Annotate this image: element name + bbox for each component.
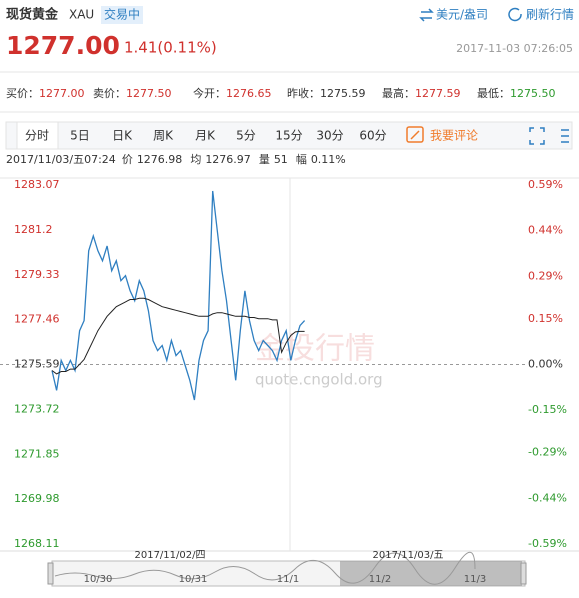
navigator-label: 11/3: [464, 574, 486, 585]
info-label: 幅: [296, 153, 307, 166]
navigator-window[interactable]: [340, 561, 522, 586]
stat-value: 1277.50: [126, 87, 172, 100]
navigator-handle[interactable]: [520, 562, 527, 585]
tabs: 分时 5日 日K 周K 月K 5分 15分 30分 60分: [25, 129, 387, 143]
y2-tick-label: 0.29%: [528, 269, 563, 282]
price-line: [51, 297, 305, 375]
info-line: 2017/11/03/五07:24 价 1276.98 均 1276.97 量 51 幅 0.1…: [6, 153, 346, 166]
navigator-handle[interactable]: [47, 562, 54, 585]
tab[interactable]: 月K: [195, 129, 216, 143]
info-label: 价: [122, 153, 133, 166]
unit-icon: [419, 8, 434, 22]
comment-button[interactable]: 我要评论: [430, 129, 478, 143]
navigator-label: 11/2: [369, 574, 391, 585]
date-label: 2017/11/03/五: [372, 550, 443, 561]
y-tick-label: 1279.33: [14, 268, 60, 281]
navigator-line: [54, 551, 476, 585]
info-value: 1276.98: [137, 153, 183, 166]
y-tick-label: 1277.46: [14, 313, 60, 326]
stat-value: 1277.00: [39, 87, 85, 100]
y-tick-label: 1273.72: [14, 402, 60, 415]
y2-tick-label: 0.15%: [528, 312, 563, 325]
y2-tick-label: -0.15%: [528, 403, 567, 416]
navigator-label: 10/31: [179, 574, 208, 585]
price-change: 1.41(0.11%): [124, 39, 217, 57]
tab[interactable]: 日K: [112, 129, 133, 143]
instrument-code: XAU: [69, 8, 94, 22]
refresh-button[interactable]: 刷新行情: [526, 7, 574, 22]
status-badge: [101, 6, 143, 24]
tab-bar: [5, 121, 573, 150]
tab[interactable]: 30分: [316, 129, 343, 143]
expand-icon[interactable]: [529, 127, 569, 145]
tab[interactable]: 5日: [70, 129, 90, 143]
tab[interactable]: 分时: [25, 129, 49, 143]
plot: 金投行情 quote.cngold.org 1283.07 1281.2 1279.33…: [0, 178, 567, 550]
status-text: 交易中: [104, 7, 140, 22]
watermark: 金投行情: [255, 332, 375, 367]
y2-tick-label: 0.59%: [528, 178, 563, 191]
info-value: 0.11%: [311, 153, 346, 166]
stat-label: 最高：: [382, 86, 415, 100]
stat-value: 1275.50: [510, 87, 556, 100]
y2-tick-label: 0.44%: [528, 224, 563, 237]
y-tick-label: 1271.85: [14, 447, 60, 460]
stats-row: 买价： 1277.00 卖价： 1277.50 今开： 1276.65 昨收： 1275.59…: [6, 86, 556, 100]
stat-label: 最低：: [477, 87, 510, 100]
stat-value: 1275.59: [320, 87, 366, 100]
watermark: quote.cngold.org: [255, 371, 383, 389]
y-tick-label: 1283.07: [14, 178, 60, 191]
y2-tick-label: 0.00%: [528, 358, 563, 371]
stat-value: 1276.65: [226, 87, 272, 100]
tab[interactable]: 5分: [236, 129, 256, 143]
y2-tick-label: -0.59%: [528, 537, 567, 550]
quote-time: 2017-11-03 07:26:05: [456, 42, 573, 55]
unit-toggle[interactable]: 美元/盎司: [436, 8, 488, 22]
y-tick-label: 1281.2: [14, 223, 53, 236]
stat-label: 今开：: [193, 86, 226, 100]
date-label: 2017/11/02/四: [134, 550, 205, 561]
price-line: [51, 190, 306, 401]
active-tab: [16, 121, 59, 150]
navigator-label: 10/30: [84, 574, 113, 585]
tab[interactable]: 60分: [359, 129, 386, 143]
y-tick-label: 1268.11: [14, 537, 60, 550]
stat-label: 昨收：: [287, 86, 320, 100]
info-label: 均: [190, 153, 201, 166]
last-price: 1277.00: [6, 31, 120, 60]
info-value: 1276.97: [205, 153, 251, 166]
refresh-icon: [508, 7, 522, 22]
y-tick-label: 1269.98: [14, 492, 60, 505]
tab[interactable]: 周K: [153, 129, 174, 143]
comment-icon: [406, 126, 424, 143]
navigator-label: 11/1: [277, 574, 299, 585]
info-label: 量: [259, 153, 270, 166]
stat-value: 1277.59: [415, 87, 461, 100]
tab[interactable]: 15分: [275, 129, 302, 143]
info-value: 51: [274, 153, 288, 166]
stat-label: 买价：: [6, 87, 39, 100]
comment-icon-pen: [410, 130, 420, 140]
info-time: 2017/11/03/五07:24: [6, 153, 116, 166]
stat-label: 卖价：: [93, 87, 126, 100]
instrument-name: 现货黄金: [6, 7, 59, 23]
y2-tick-label: -0.29%: [528, 446, 567, 459]
y2-tick-label: -0.44%: [528, 491, 567, 504]
